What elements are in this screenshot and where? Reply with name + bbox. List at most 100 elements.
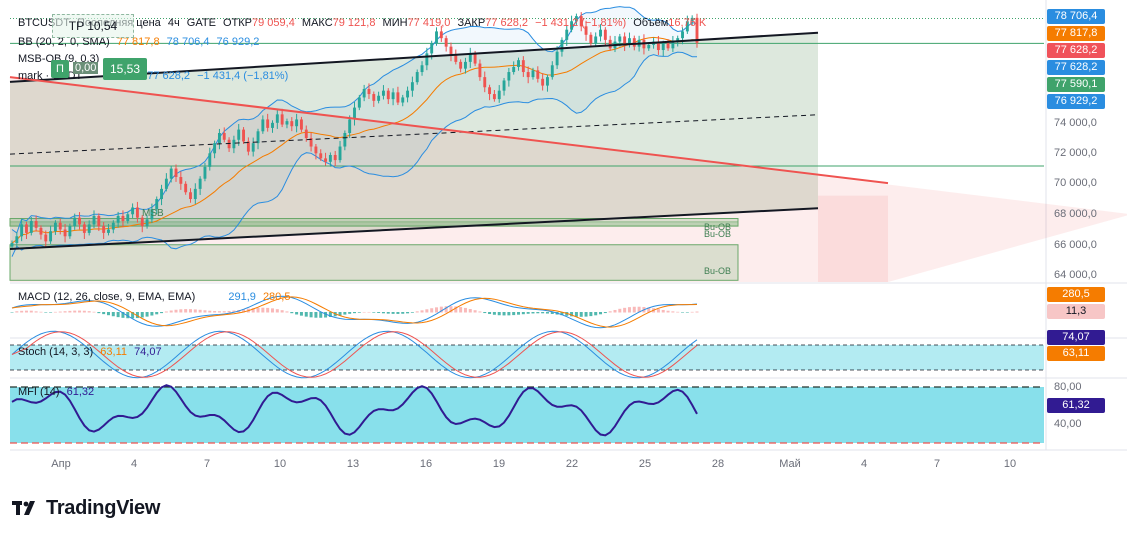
candle-body: [285, 121, 289, 125]
candles-layer: [10, 12, 699, 249]
candle-body: [275, 114, 279, 123]
bb-lower: 76 929,2: [216, 36, 260, 48]
macd-hist-bar: [372, 312, 376, 313]
candle: [608, 35, 612, 51]
candle: [536, 66, 540, 83]
candle: [169, 166, 173, 183]
macd-hist-bar: [261, 307, 265, 313]
macd-hist-bar: [406, 312, 410, 314]
price-tick: 72 000,0: [1054, 147, 1097, 159]
mfi-line: [11, 384, 698, 437]
channel-zone: [10, 32, 818, 250]
candle-body: [550, 65, 554, 78]
sell-button[interactable]: П: [51, 60, 69, 78]
candle: [68, 223, 72, 239]
macd-hist-bar: [92, 311, 96, 313]
candle: [237, 124, 241, 146]
candle: [560, 37, 564, 57]
downtrend-line: [9, 76, 889, 185]
macd-hist-bar: [603, 312, 607, 314]
bear-zone: [10, 77, 1127, 282]
macd-legend[interactable]: MACD (12, 26, close, 9, EMA, EMA) 291,9 …: [18, 291, 294, 303]
badge-bb-lower: 76 929,2: [1047, 94, 1105, 109]
candle-body: [193, 188, 197, 200]
candle: [594, 32, 598, 47]
candle-body: [256, 131, 260, 144]
signal-line: [11, 296, 698, 328]
badge-last-price: 77 628,2: [1047, 43, 1105, 58]
badge-mfi: 61,32: [1047, 398, 1105, 413]
candle: [295, 113, 299, 133]
candle-body: [343, 132, 347, 147]
macd-hist-bar: [10, 312, 14, 313]
candle: [401, 94, 405, 107]
tradingview-logo[interactable]: TradingView: [12, 497, 160, 520]
candle-body: [584, 26, 588, 35]
candle: [73, 213, 77, 230]
candle: [271, 120, 274, 133]
candle: [82, 221, 86, 239]
candle-body: [676, 38, 680, 42]
macd-hist-bar: [242, 309, 246, 313]
macd-hist-bar: [29, 310, 33, 313]
candle-body: [599, 29, 602, 37]
macd-hist-bar: [637, 306, 641, 313]
candle: [372, 91, 376, 107]
badge-level: 77 590,1: [1047, 77, 1105, 92]
candle-body: [449, 46, 453, 56]
candle-body: [661, 43, 665, 51]
candle-body: [420, 65, 424, 73]
badge-bb-upper: 78 706,4: [1047, 9, 1105, 24]
candle: [531, 67, 535, 80]
candle: [299, 116, 303, 133]
macd-hist-bar: [410, 312, 414, 313]
candle-body: [517, 60, 520, 67]
candle-body: [140, 217, 144, 227]
bb-basis: 77 817,8: [116, 36, 160, 48]
candle-body: [63, 229, 67, 237]
candle-body: [391, 92, 395, 100]
macd-hist-bar: [78, 310, 82, 313]
macd-hist-bar: [169, 310, 173, 313]
macd-hist-bar: [280, 310, 284, 313]
macd-hist-bar: [126, 312, 130, 319]
candle-body: [656, 41, 660, 51]
macd-hist-bar: [275, 309, 279, 313]
stoch-legend[interactable]: Stoch (14, 3, 3) 63,11 74,07: [18, 346, 166, 358]
candle: [546, 74, 549, 92]
candle: [391, 88, 395, 106]
candle: [160, 184, 163, 206]
mfi-legend[interactable]: MFI (14) 61,32: [18, 386, 98, 398]
exchange: GATE: [186, 17, 216, 29]
candle-body: [155, 199, 159, 210]
mfi-tick: 40,00: [1054, 418, 1082, 430]
macd-hist-bar: [594, 312, 598, 316]
candle-body: [497, 90, 501, 100]
candle: [449, 42, 453, 62]
bb-legend[interactable]: BB (20, 2, 0, SMA) 77 817,8 78 706,4 76 …: [18, 36, 263, 48]
candle: [454, 49, 458, 65]
macd-hist-bar: [97, 312, 101, 314]
macd-hist-bar: [121, 312, 125, 318]
candle-body: [299, 119, 303, 130]
signal-value: 280,5: [262, 291, 291, 303]
macd-hist-bar: [20, 310, 24, 313]
candle-body: [531, 70, 535, 78]
candle-body: [425, 53, 429, 66]
macd-hist-bar: [695, 311, 699, 313]
candle-body: [541, 78, 545, 86]
candle: [555, 46, 559, 69]
candle: [198, 176, 202, 195]
take-profit-box[interactable]: TP 10,54: [52, 14, 134, 38]
candle-body: [570, 21, 574, 30]
candle-body: [25, 224, 28, 233]
candle: [208, 147, 212, 171]
buy-button[interactable]: 15,53: [103, 58, 147, 80]
badge-macd-hist: 11,3: [1047, 304, 1105, 319]
candle: [111, 220, 115, 234]
macd-hist-bar: [174, 309, 178, 313]
macd-hist-bar: [164, 311, 168, 313]
interval[interactable]: 4ч: [167, 17, 180, 29]
macd-hist-bar: [459, 307, 463, 313]
